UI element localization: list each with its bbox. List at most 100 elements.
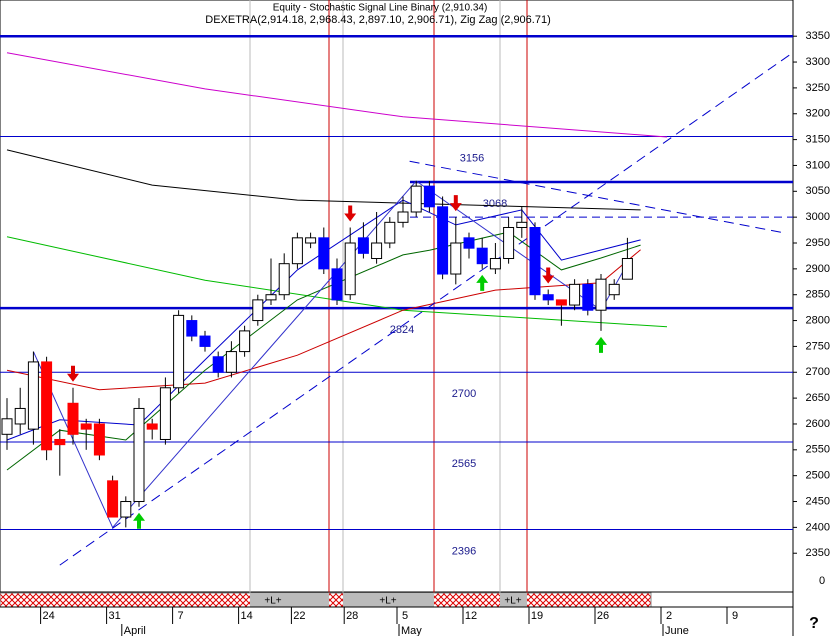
candle-body	[265, 294, 277, 301]
x-tick-label: 9	[732, 610, 738, 622]
candle-body	[318, 237, 330, 270]
candle-body	[225, 351, 237, 373]
y-tick-label: 2500	[806, 470, 830, 482]
candle-body	[252, 299, 264, 322]
candle-body	[199, 335, 211, 347]
y-tick-label: 3050	[806, 185, 830, 197]
candle-body	[146, 423, 158, 430]
candle-body	[542, 294, 554, 301]
x-tick-label: 12	[465, 610, 477, 622]
month-label: June	[665, 625, 689, 636]
level-label: 3156	[460, 152, 484, 164]
buy-arrow	[133, 512, 145, 529]
candle-body	[159, 387, 171, 440]
y-tick-label: 3000	[806, 211, 830, 223]
level-label: 2824	[390, 324, 414, 336]
level-label: 3068	[483, 198, 507, 210]
y-tick-label: 3200	[806, 108, 830, 120]
trend-line	[59, 54, 791, 566]
y-tick-label: 2800	[806, 314, 830, 326]
candle-body	[1, 418, 13, 435]
sell-arrow	[449, 195, 462, 212]
x-tick-label: 22	[293, 610, 305, 622]
candle-body	[529, 226, 541, 296]
candle-body	[93, 423, 105, 456]
candle-body	[107, 480, 119, 518]
y-tick-label: 2750	[806, 340, 830, 352]
x-tick-label: 28	[346, 610, 358, 622]
signal-label: +L+	[264, 596, 281, 607]
candle-body	[555, 299, 567, 306]
candle-body	[503, 226, 515, 260]
x-tick-label: 19	[531, 610, 543, 622]
y-tick-label: 2950	[806, 237, 830, 249]
candle-body	[120, 501, 132, 518]
candle-body	[595, 278, 607, 311]
indicator-line	[6, 52, 668, 138]
y-tick-label: 3250	[806, 82, 830, 94]
signal-box	[500, 593, 527, 607]
y-tick-label: 2350	[806, 547, 830, 559]
candle-body	[371, 242, 383, 260]
header-line: DEXETRA(2,914.18, 2,968.43, 2,897.10, 2,…	[205, 14, 551, 26]
month-label: April	[124, 625, 146, 636]
y-tick-label: 2600	[806, 418, 830, 430]
signal-label: +L+	[504, 596, 521, 607]
candle-body	[397, 211, 409, 223]
candle-body	[569, 283, 581, 306]
candle-body	[80, 423, 92, 430]
candle-body	[54, 438, 66, 446]
sell-arrow	[344, 205, 357, 222]
candle-body	[239, 330, 251, 353]
level-label: 2396	[452, 545, 476, 557]
candle-body	[344, 242, 356, 296]
candle-body	[423, 185, 435, 208]
candle-body	[621, 258, 633, 280]
x-tick-label: 24	[42, 610, 54, 622]
candle-body	[582, 283, 594, 311]
y-tick-label: 2850	[806, 289, 830, 301]
plot-area	[0, 0, 794, 593]
month-label: May	[401, 625, 422, 636]
sell-arrow	[67, 365, 79, 382]
y-tick-label: 2700	[806, 366, 830, 378]
y-tick-label: 3300	[806, 56, 830, 68]
candle-body	[67, 402, 79, 435]
candle-body	[357, 237, 369, 254]
x-tick-label: 2	[666, 610, 672, 622]
candle-body	[41, 361, 53, 451]
x-tick-label: 14	[240, 610, 252, 622]
candle-body	[410, 185, 422, 213]
candle-body	[516, 221, 528, 228]
signal-label: +L+	[379, 596, 396, 607]
indicator-line	[6, 149, 641, 211]
signal-box	[250, 593, 329, 607]
x-tick-label: 31	[108, 610, 120, 622]
help-icon[interactable]: ?	[809, 615, 819, 632]
buy-arrow	[595, 336, 607, 353]
y-tick-label: 2400	[806, 521, 830, 533]
candle-body	[476, 247, 488, 265]
candle-body	[14, 407, 26, 425]
candle-body	[463, 237, 475, 249]
candle-body	[186, 320, 198, 337]
candle-body	[450, 242, 462, 275]
y-tick-label: 2650	[806, 392, 830, 404]
sell-arrow	[542, 267, 555, 284]
candle-body	[212, 356, 224, 373]
candle-body	[608, 283, 620, 296]
signal-box	[343, 593, 434, 607]
candle-body	[384, 221, 396, 244]
candle-body	[27, 361, 39, 430]
y-tick-label: 3350	[806, 30, 830, 42]
candle-body	[489, 258, 501, 270]
x-tick-label: 7	[178, 610, 184, 622]
buy-arrow	[476, 274, 489, 291]
level-label: 2565	[452, 458, 476, 470]
y-axis-extra-label: 0	[819, 575, 825, 587]
candle-body	[305, 237, 317, 244]
y-tick-label: 2900	[806, 263, 830, 275]
candle-body	[173, 314, 185, 389]
